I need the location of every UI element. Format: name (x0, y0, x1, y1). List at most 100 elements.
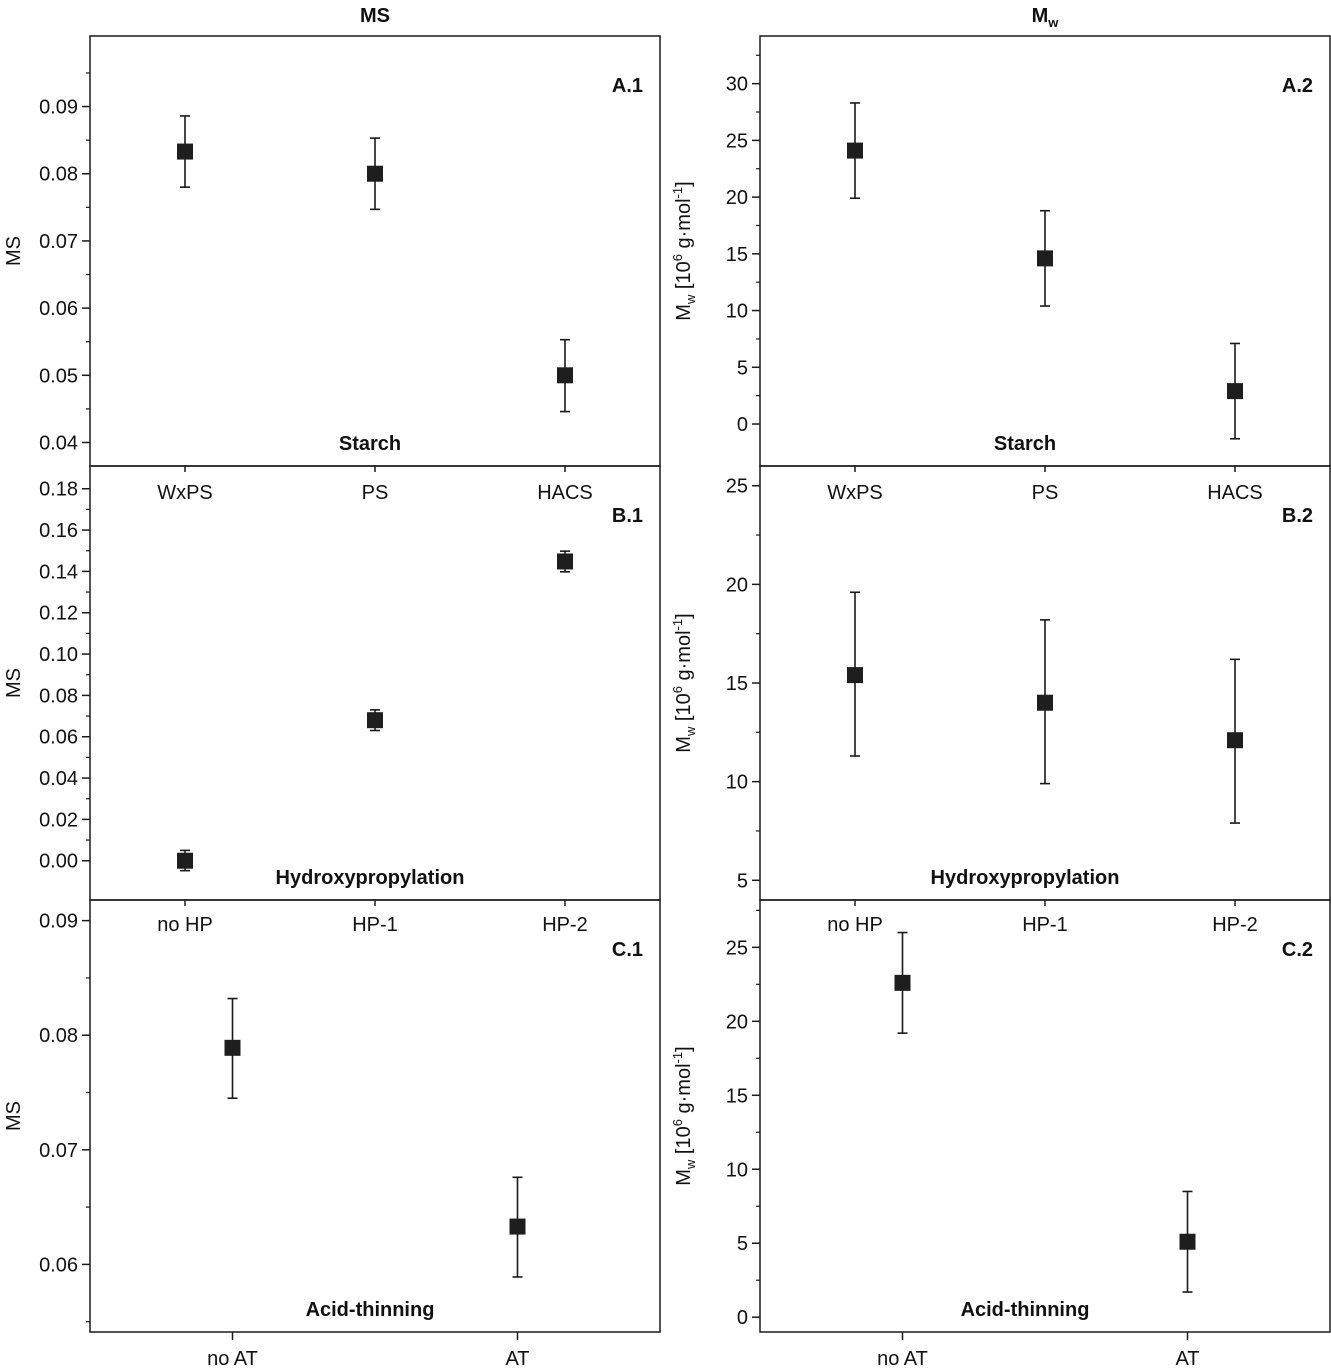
x-tick-label: WxPS (157, 482, 213, 504)
x-tick-label: no AT (877, 1348, 928, 1370)
square-marker (894, 974, 911, 991)
square-marker (177, 143, 193, 160)
square-marker (557, 553, 573, 570)
panel-B-1: 0.00 0.02 0.04 0.06 0.08 0.10 0.12 0.14 0.16 0.18… (3, 465, 661, 936)
panels: 0.04 0.05 0.06 0.07 0.08 0.09 WxPS PS HACS MS A.1 S… (3, 35, 1331, 1370)
square-marker (367, 712, 383, 729)
x-tick-label: HP-1 (1022, 914, 1068, 936)
square-marker (847, 142, 863, 159)
column-title-1: MS (360, 5, 390, 27)
plot-frame (89, 465, 661, 901)
x-tick-label: HACS (537, 482, 593, 504)
y-tick-label: 15 (726, 244, 748, 266)
x-tick-label: no HP (827, 914, 883, 936)
y-tick-label: 0.18 (39, 479, 78, 501)
y-tick-label: 5 (737, 870, 748, 892)
y-axis-title: Mw [106 g·mol-1] (670, 181, 698, 320)
y-tick-label: 0.09 (39, 97, 78, 119)
x-tick-label: PS (1032, 482, 1059, 504)
y-tick-label: 20 (726, 574, 748, 596)
data-point-no-hp (847, 591, 863, 757)
y-tick-label: 0.08 (39, 1025, 78, 1047)
group-label: Starch (994, 433, 1056, 455)
y-tick-label: 25 (726, 130, 748, 152)
square-marker (557, 367, 573, 384)
square-marker (847, 667, 863, 684)
group-label: Acid-thinning (306, 1299, 435, 1321)
square-marker (1227, 732, 1243, 749)
square-marker (367, 165, 383, 182)
data-point-hacs (557, 338, 573, 413)
panel-A-1: 0.04 0.05 0.06 0.07 0.08 0.09 WxPS PS HACS MS A.1 S… (3, 35, 661, 504)
group-label: Starch (339, 433, 401, 455)
y-tick-label: 10 (726, 772, 748, 794)
data-point-wxps (847, 102, 863, 200)
y-tick-label: 20 (726, 1011, 748, 1033)
y-tick-label: 0.06 (39, 1254, 78, 1276)
square-marker (1037, 250, 1053, 267)
data-point-at (1179, 1190, 1196, 1293)
data-point-hp-2 (1227, 658, 1243, 824)
y-tick-label: 0.08 (39, 685, 78, 707)
x-tick-label: HP-2 (542, 914, 588, 936)
y-axis-title: Mw [106 g·mol-1] (670, 1046, 698, 1185)
y-axis-title: MS (3, 1101, 25, 1131)
y-tick-label: 0.16 (39, 520, 78, 542)
panel-C-1: 0.06 0.07 0.08 0.09 no AT AT MS C.1 Acid-thinnin… (3, 899, 661, 1370)
y-tick-label: 20 (726, 187, 748, 209)
y-axis-title: MS (3, 668, 25, 698)
data-point-hp-1 (367, 709, 383, 732)
square-marker (509, 1218, 526, 1235)
y-tick-label: 0.00 (39, 851, 78, 873)
y-axis-title: Mw [106 g·mol-1] (670, 613, 698, 752)
square-marker (224, 1039, 241, 1056)
group-label: Acid-thinning (961, 1299, 1090, 1321)
data-point-ps (367, 137, 383, 211)
x-tick-label: WxPS (827, 482, 883, 504)
panel-label: C.2 (1282, 939, 1313, 961)
y-tick-label: 5 (737, 357, 748, 379)
y-tick-label: 10 (726, 301, 748, 323)
panel-label: B.1 (612, 505, 643, 527)
square-marker (1037, 694, 1053, 711)
group-label: Hydroxypropylation (276, 867, 465, 889)
data-point-no-at (894, 931, 911, 1034)
x-tick-label: no AT (207, 1348, 258, 1370)
panel-A-2: 0 5 10 15 20 25 30 WxPS PS HACS Mw [106 g·mol-1] A.… (670, 35, 1331, 504)
y-tick-label: 0.07 (39, 231, 78, 253)
y-tick-label: 25 (726, 476, 748, 498)
y-tick-label: 0.12 (39, 603, 78, 625)
data-point-at (509, 1176, 526, 1278)
y-tick-label: 5 (737, 1233, 748, 1255)
panel-label: A.2 (1282, 75, 1313, 97)
panel-label: B.2 (1282, 505, 1313, 527)
x-tick-label: PS (362, 482, 389, 504)
data-point-no-at (224, 997, 241, 1100)
column-titles: MS Mw (360, 5, 1059, 30)
y-tick-label: 10 (726, 1159, 748, 1181)
y-tick-label: 0.06 (39, 298, 78, 320)
group-label: Hydroxypropylation (931, 867, 1120, 889)
y-tick-label: 0.04 (39, 768, 78, 790)
y-tick-label: 0.07 (39, 1140, 78, 1162)
y-axis-title: MS (3, 236, 25, 266)
data-point-hp-2 (557, 550, 573, 573)
y-tick-label: 25 (726, 937, 748, 959)
column-title-2: Mw (1032, 5, 1060, 30)
y-tick-label: 0.08 (39, 164, 78, 186)
panel-C-2: 0 5 10 15 20 25 no AT AT Mw [106 g·mol-1] C.2 Acid… (670, 899, 1331, 1370)
panel-label: C.1 (612, 939, 643, 961)
y-tick-label: 0.05 (39, 365, 78, 387)
panel-B-2: 5 10 15 20 25 no HP HP-1 HP-2 Mw [106 g·mol-1] B.… (670, 465, 1331, 936)
square-marker (1179, 1233, 1196, 1250)
plot-frame (89, 899, 661, 1333)
x-tick-label: HP-1 (352, 914, 398, 936)
plot-frame (89, 35, 661, 467)
y-tick-label: 15 (726, 673, 748, 695)
y-tick-label: 0.04 (39, 432, 78, 454)
x-tick-label: no HP (157, 914, 213, 936)
y-tick-label: 15 (726, 1085, 748, 1107)
data-point-no-hp (177, 849, 193, 872)
data-point-ps (1037, 209, 1053, 307)
